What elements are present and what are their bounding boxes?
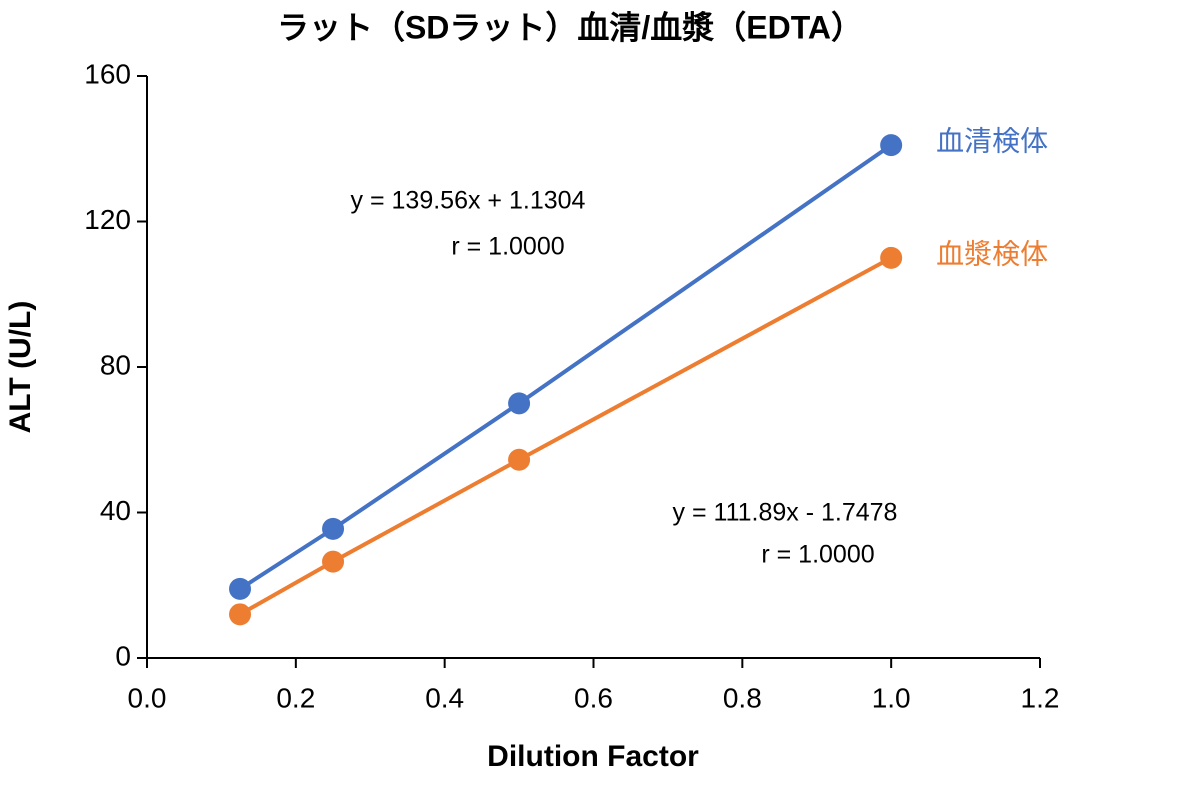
x-tick-label: 0.4 [425,682,464,713]
x-tick-label: 0.0 [128,682,167,713]
series-line [239,256,893,617]
data-point [229,577,252,600]
annotation: y = 111.89x - 1.7478 [673,499,898,527]
y-axis-title: ALT (U/L) [4,301,37,434]
series-line [238,143,893,591]
y-tick-label: 0 [115,640,131,671]
x-tick-label: 0.2 [276,682,315,713]
x-tick-label: 1.2 [1021,682,1060,713]
y-tick-label: 40 [100,495,131,526]
x-tick-label: 0.6 [574,682,613,713]
data-point [229,603,252,626]
x-tick-label: 0.8 [723,682,762,713]
y-tick-label: 120 [84,204,131,235]
x-axis-title: Dilution Factor [487,740,699,773]
data-point [322,517,345,540]
chart-title: ラット（SDラット）血清/血漿（EDTA） [277,9,863,45]
y-tick-label: 160 [84,58,131,89]
data-point [880,246,903,269]
data-point [880,134,903,157]
x-tick-label: 1.0 [872,682,911,713]
y-tick-label: 80 [100,349,131,380]
annotation: r = 1.0000 [761,541,874,569]
data-point [508,448,531,471]
annotation: y = 139.56x + 1.1304 [351,187,586,215]
annotation: r = 1.0000 [451,233,564,261]
data-point [508,392,531,415]
series-label: 血清検体 [936,126,1048,157]
data-point [322,550,345,573]
series-label: 血漿検体 [936,238,1048,269]
